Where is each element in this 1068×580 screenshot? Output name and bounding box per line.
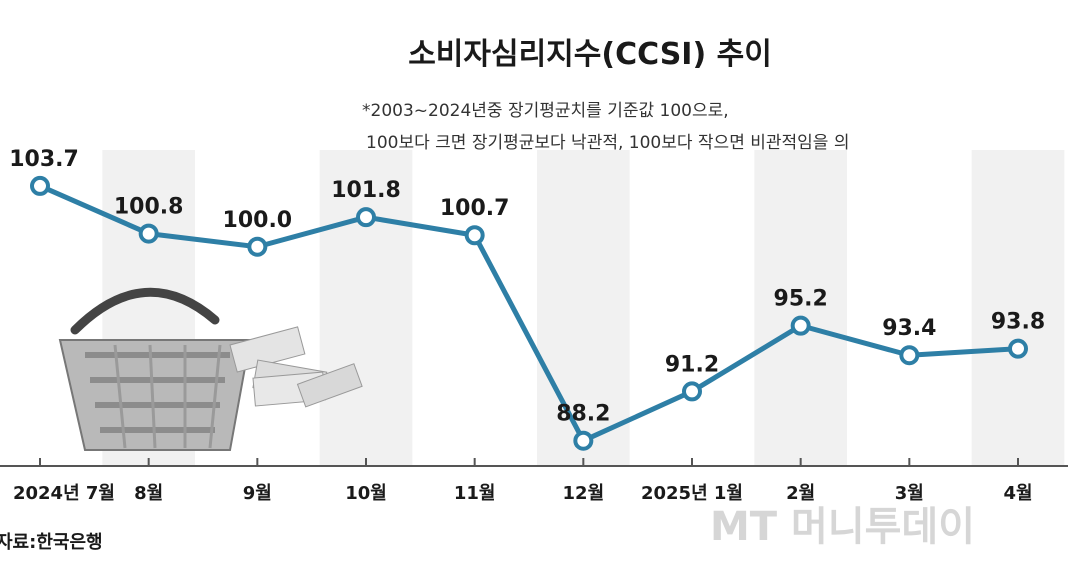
source-note: 자료:한국은행: [0, 532, 103, 553]
data-point: [573, 430, 594, 451]
chart-note-line-1: *2003~2024년중 장기평균치를 기준값 100으로,: [362, 101, 729, 121]
data-point: [682, 381, 702, 402]
data-points: [30, 175, 1028, 451]
data-point: [247, 236, 268, 257]
data-point: [790, 315, 811, 336]
background-band: [971, 150, 1065, 466]
background-band: [537, 150, 630, 466]
data-label: 100.8: [114, 195, 184, 220]
x-tick-label: 3월: [895, 483, 924, 504]
data-point: [464, 225, 485, 246]
data-label: 93.4: [882, 316, 936, 341]
x-tick-label: 10월: [345, 483, 387, 504]
data-label: 91.2: [665, 352, 719, 377]
data-point: [1008, 338, 1028, 359]
data-point: [30, 175, 50, 196]
background-bands: [102, 150, 1065, 466]
x-tick-label: 4월: [1003, 483, 1032, 504]
data-label: 103.7: [9, 147, 79, 172]
x-tick-labels: 2024년 7월 8월 9월 10월 11월 12월 2025년 1월 2월 3월 4월: [13, 483, 1033, 504]
background-band: [754, 150, 847, 466]
data-label: 100.0: [223, 208, 293, 233]
data-label: 101.8: [331, 178, 401, 203]
data-label: 95.2: [774, 287, 828, 312]
x-tick-label: 12월: [563, 483, 605, 504]
x-tick-label: 2월: [786, 483, 815, 504]
x-axis-ticks: [39, 458, 1019, 466]
chart-title: 소비자심리지수(CCSI) 추이: [408, 37, 772, 72]
background-band: [319, 150, 413, 466]
data-labels: 103.7 100.8 100.0 101.8 100.7 88.2 91.2 95.2 93.…: [9, 147, 1045, 427]
x-tick-label: 2024년 7월: [13, 483, 115, 504]
banknotes-icon: [229, 326, 363, 408]
x-tick-label: 2025년 1월: [641, 483, 743, 504]
x-tick-label: 9월: [243, 483, 272, 504]
data-point: [899, 345, 920, 366]
data-label: 100.7: [440, 196, 510, 221]
x-tick-label: 11월: [454, 483, 496, 504]
data-label: 88.2: [556, 402, 610, 427]
series-line: [38, 183, 1019, 444]
chart-note-line-2: 100보다 크면 장기평균보다 낙관적, 100보다 작으면 비관적임을 의: [366, 133, 850, 153]
data-label: 93.8: [991, 310, 1045, 335]
data-point: [356, 207, 376, 228]
data-point: [138, 223, 159, 244]
watermark-logo: MT 머니투데이: [710, 504, 975, 550]
x-tick-label: 8월: [134, 483, 163, 504]
shopping-basket-icon: [58, 287, 252, 451]
